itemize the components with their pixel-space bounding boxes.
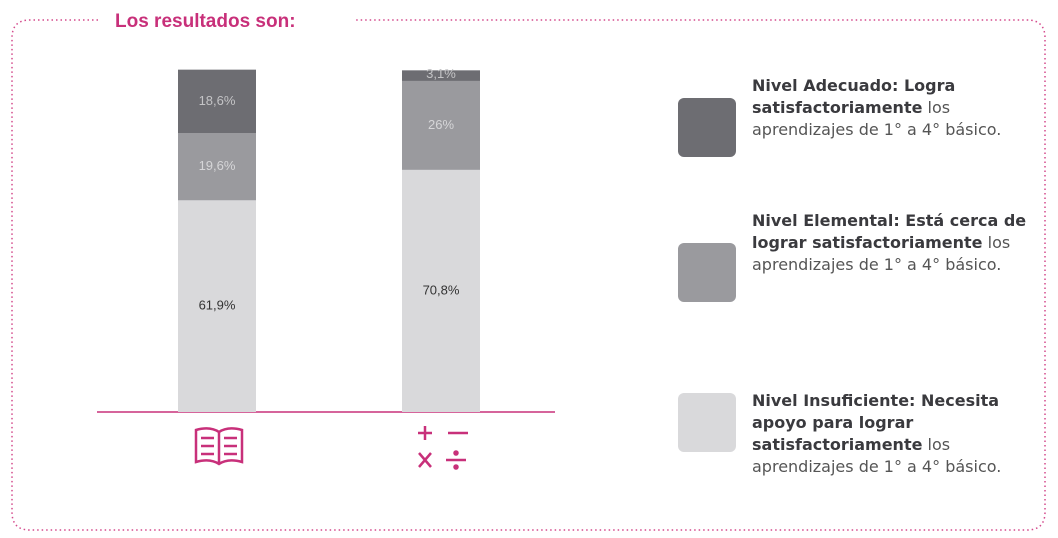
chart-title: Los resultados son: xyxy=(115,11,296,32)
value-label: 19,6% xyxy=(199,158,236,173)
value-label: 18,6% xyxy=(199,93,236,108)
legend-swatch xyxy=(678,98,736,157)
math-icon xyxy=(418,426,468,470)
legend-description: los aprendizajes de 1° a 4° básico. xyxy=(752,233,1011,274)
value-label: 3,1% xyxy=(426,66,456,81)
legend-entry: Nivel Insuficiente: Necesita apoyo para … xyxy=(752,390,1042,478)
legend-name: Nivel Insuficiente: Necesita apoyo para … xyxy=(752,391,1000,454)
book-icon xyxy=(194,427,244,466)
legend-swatch xyxy=(678,243,736,302)
bar-segment xyxy=(402,70,480,81)
bar-segment xyxy=(178,69,256,134)
legend-description: los aprendizajes de 1° a 4° básico. xyxy=(752,435,1002,476)
legend-swatch xyxy=(678,393,736,452)
bar-segment xyxy=(402,169,480,412)
frame xyxy=(11,19,1046,531)
value-label: 26% xyxy=(428,117,454,132)
bar-segment xyxy=(178,200,256,412)
legend-description: los aprendizajes de 1° a 4° básico. xyxy=(752,98,1002,139)
legend-entry: Nivel Elemental: Está cerca de lograr sa… xyxy=(752,210,1042,276)
value-label: 61,9% xyxy=(199,298,236,313)
bar-segment xyxy=(402,80,480,170)
legend-name: Nivel Elemental: Está cerca de lograr sa… xyxy=(752,211,1027,252)
value-label: 70,8% xyxy=(423,282,460,297)
bar-segment xyxy=(178,133,256,201)
legend-entry: Nivel Adecuado: Logra satisfactoriamente… xyxy=(752,75,1042,141)
legend-name: Nivel Adecuado: Logra satisfactoriamente xyxy=(752,76,956,117)
